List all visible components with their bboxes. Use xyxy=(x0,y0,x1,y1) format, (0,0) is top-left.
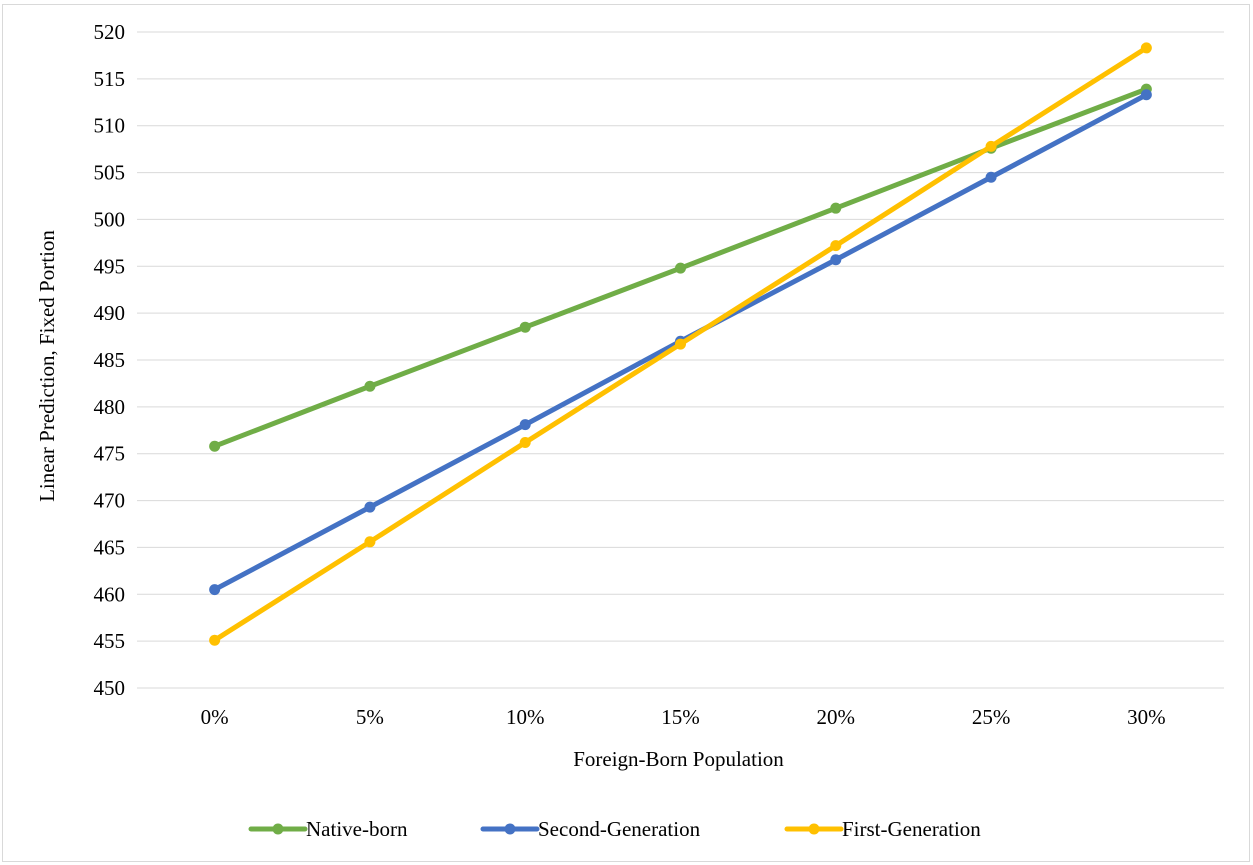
data-point xyxy=(364,380,376,392)
data-point xyxy=(364,501,376,513)
legend-label: Native-born xyxy=(306,817,408,841)
y-axis-label: Linear Prediction, Fixed Portion xyxy=(35,230,59,502)
data-point xyxy=(1140,42,1152,54)
data-point xyxy=(209,634,221,646)
y-tick-label: 460 xyxy=(94,582,126,606)
data-point xyxy=(985,140,997,152)
data-point xyxy=(209,584,221,596)
y-tick-label: 475 xyxy=(94,442,126,466)
legend-item: Native-born xyxy=(248,817,408,841)
y-tick-label: 470 xyxy=(94,489,126,513)
data-point xyxy=(519,436,531,448)
data-point xyxy=(830,240,842,252)
x-tick-label: 25% xyxy=(972,705,1011,729)
chart-frame xyxy=(2,4,1250,862)
legend-item: First-Generation xyxy=(784,817,981,841)
legend-swatch-marker xyxy=(504,823,516,835)
data-point xyxy=(675,262,686,274)
y-tick-label: 485 xyxy=(94,348,126,372)
legend-label: First-Generation xyxy=(842,817,981,841)
y-axis-tick-labels: 450 455 460 465 470 475 480 485 490 495 500 505 510 5… xyxy=(94,20,126,700)
x-tick-label: 20% xyxy=(817,705,856,729)
data-point xyxy=(1140,89,1152,101)
y-tick-label: 465 xyxy=(94,535,126,559)
x-tick-label: 10% xyxy=(506,705,545,729)
y-tick-label: 490 xyxy=(94,301,126,325)
y-tick-label: 510 xyxy=(94,114,126,138)
legend-label: Second-Generation xyxy=(538,817,701,841)
y-tick-label: 480 xyxy=(94,395,126,419)
data-point xyxy=(675,338,686,350)
legend-item: Second-Generation xyxy=(480,817,701,841)
series-lines xyxy=(209,42,1152,646)
data-point xyxy=(519,419,531,431)
gridlines xyxy=(137,31,1224,689)
x-tick-label: 15% xyxy=(661,705,700,729)
data-point xyxy=(830,202,842,214)
x-tick-label: 30% xyxy=(1127,705,1166,729)
y-tick-label: 500 xyxy=(94,207,126,231)
data-point xyxy=(985,171,997,183)
data-point xyxy=(209,440,221,452)
legend: Native-born Second-Generation First-Genera… xyxy=(248,817,981,841)
y-tick-label: 520 xyxy=(94,20,126,44)
y-tick-label: 515 xyxy=(94,67,126,91)
series-first-generation xyxy=(209,42,1152,646)
x-tick-label: 0% xyxy=(201,705,229,729)
y-tick-label: 450 xyxy=(94,676,126,700)
y-tick-label: 455 xyxy=(94,629,126,653)
y-tick-label: 495 xyxy=(94,254,126,278)
x-axis-tick-labels: 0% 5% 10% 15% 20% 25% 30% xyxy=(201,705,1166,729)
legend-swatch-marker xyxy=(272,823,284,835)
data-point xyxy=(519,321,531,333)
data-point xyxy=(364,536,376,548)
legend-swatch-marker xyxy=(808,823,820,835)
y-tick-label: 505 xyxy=(94,161,126,185)
data-point xyxy=(830,254,842,266)
x-tick-label: 5% xyxy=(356,705,384,729)
x-axis-label: Foreign-Born Population xyxy=(573,747,784,771)
series-native-born xyxy=(209,83,1152,452)
